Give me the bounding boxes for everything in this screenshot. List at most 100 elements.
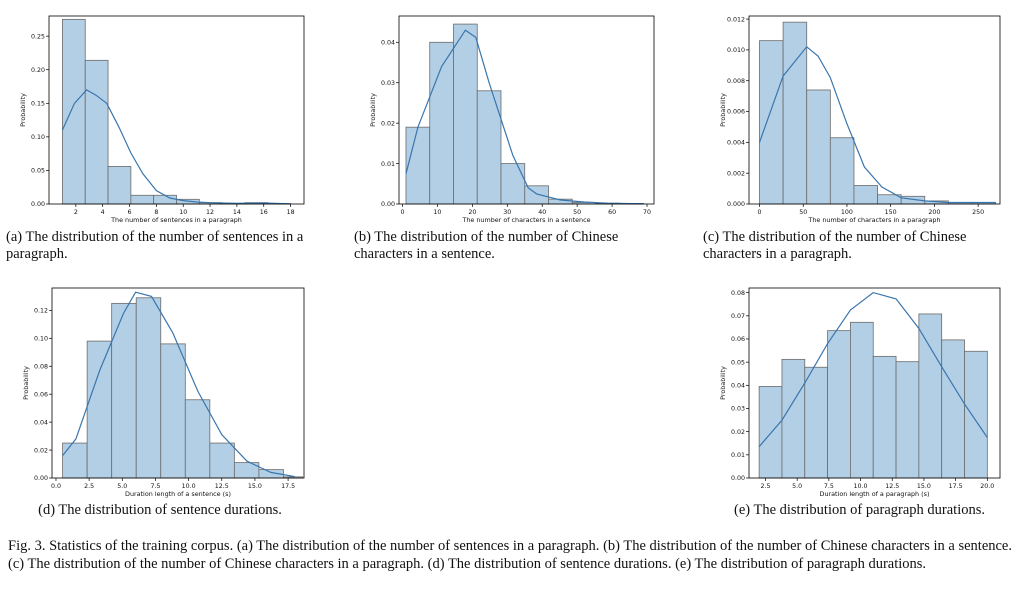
x-tick-label-a-8: 18 (287, 209, 295, 216)
plot-frame-d (51, 287, 305, 479)
x-axis-label-e: Duration length of a paragraph (s) (820, 490, 930, 498)
y-tick-label-e-7: 0.07 (731, 313, 745, 320)
histogram-bar-e-3 (827, 330, 851, 479)
histogram-bar-d-6 (209, 442, 235, 479)
x-tick-label-a-1: 4 (101, 209, 105, 216)
y-tick-label-e-3: 0.03 (731, 406, 745, 413)
x-tick-label-b-5: 50 (573, 209, 581, 216)
kde-line-e (758, 291, 988, 448)
x-tick-label-b-6: 60 (608, 209, 616, 216)
y-tick-label-c-4: 0.008 (727, 78, 745, 85)
histogram-bar-d-0 (62, 442, 88, 479)
histogram-bar-d-2 (111, 302, 137, 479)
x-tick-label-e-7: 20.0 (980, 483, 994, 490)
histogram-bar-a-0 (62, 18, 86, 205)
x-tick-label-c-5: 250 (972, 209, 984, 216)
y-tick-label-a-0: 0.00 (31, 201, 45, 208)
histogram-bar-e-2 (804, 366, 828, 479)
histogram-bar-d-3 (135, 297, 162, 479)
x-tick-label-e-1: 5.0 (792, 483, 802, 490)
kde-line-d (62, 291, 295, 478)
x-tick-label-e-3: 10.0 (854, 483, 868, 490)
x-tick-label-c-3: 150 (885, 209, 897, 216)
y-tick-label-e-8: 0.08 (731, 290, 745, 297)
y-tick-label-c-3: 0.006 (727, 109, 745, 116)
x-tick-label-e-0: 2.5 (760, 483, 770, 490)
subcaption-b: (b) The distribution of the number of Ch… (354, 229, 619, 262)
chart-b: 0 10 20 30 40 50 60 70 0.00 0.01 0.02 0.03 0.04 The n… (369, 15, 655, 224)
histogram-bar-d-1 (86, 340, 113, 479)
histogram-bar-b-0 (405, 126, 431, 205)
chart-a: 2 4 6 8 10 12 14 16 18 0.00 0.05 0.10 0.15 0.20 0.25 Th… (19, 15, 305, 224)
y-tick-label-d-2: 0.04 (34, 419, 48, 426)
histogram-bar-a-2 (107, 165, 132, 205)
y-tick-label-a-2: 0.10 (31, 134, 45, 141)
y-tick-label-d-0: 0.00 (34, 475, 48, 482)
histogram-bar-c-3 (829, 137, 855, 205)
y-tick-label-b-4: 0.04 (381, 39, 395, 46)
y-axis-label-d: Probability (22, 366, 30, 400)
x-tick-label-a-2: 6 (128, 209, 132, 216)
x-tick-label-a-7: 16 (260, 209, 268, 216)
subcaption-a: (a) The distribution of the number of se… (6, 229, 304, 262)
histogram-bar-e-9 (964, 350, 988, 479)
kde-line-a (61, 89, 291, 205)
subcaption-c: (c) The distribution of the number of Ch… (703, 229, 967, 262)
x-tick-label-b-7: 70 (643, 209, 651, 216)
x-tick-label-e-6: 17.5 (949, 483, 963, 490)
y-tick-label-e-1: 0.01 (731, 452, 745, 459)
histogram-bar-c-2 (806, 89, 831, 205)
chart-c: 0 50 100 150 200 250 0.000 0.002 0.004 0.006 0.008… (719, 15, 1001, 224)
x-tick-label-e-2: 7.5 (824, 483, 834, 490)
histogram-bar-c-1 (782, 21, 808, 205)
histogram-bar-e-8 (941, 339, 965, 479)
x-tick-label-a-5: 12 (206, 209, 214, 216)
x-axis-label-d: Duration length of a sentence (s) (125, 490, 231, 498)
y-tick-label-a-4: 0.20 (31, 67, 45, 74)
x-tick-label-d-0: 0.0 (51, 483, 61, 490)
y-tick-label-b-2: 0.02 (381, 120, 395, 127)
plot-frame-a (48, 15, 305, 205)
y-tick-label-b-1: 0.01 (381, 161, 395, 168)
plot-frame-b (398, 15, 655, 205)
histogram-bar-c-4 (853, 185, 878, 205)
y-tick-label-e-2: 0.02 (731, 429, 745, 436)
y-tick-label-d-4: 0.08 (34, 363, 48, 370)
y-tick-label-e-6: 0.06 (731, 336, 745, 343)
x-tick-label-c-2: 100 (841, 209, 853, 216)
histogram-bar-e-0 (758, 386, 783, 479)
panel-c: 0 50 100 150 200 250 0.000 0.002 0.004 0.006 0.008… (697, 0, 1022, 270)
x-tick-label-a-4: 10 (179, 209, 187, 216)
x-tick-label-c-0: 0 (757, 209, 761, 216)
x-tick-label-d-7: 17.5 (281, 483, 295, 490)
y-tick-label-e-4: 0.04 (731, 383, 745, 390)
y-axis-label-a: Probability (19, 93, 27, 127)
histogram-bar-b-2 (453, 23, 478, 205)
x-tick-label-c-4: 200 (928, 209, 940, 216)
y-tick-label-a-5: 0.25 (31, 33, 45, 40)
subcaption-e: (e) The distribution of paragraph durati… (734, 502, 985, 518)
histogram-bar-e-6 (895, 361, 920, 479)
x-axis-label-c: The number of characters in a paragraph (807, 216, 940, 224)
x-axis-label-a: The number of sentences in a paragraph (110, 216, 242, 224)
y-axis-label-e: Probability (719, 366, 727, 400)
histogram-bar-a-1 (84, 59, 109, 205)
y-tick-label-d-1: 0.02 (34, 447, 48, 454)
x-tick-label-e-4: 12.5 (885, 483, 899, 490)
y-tick-label-a-1: 0.05 (31, 168, 45, 175)
y-tick-label-e-0: 0.00 (731, 475, 745, 482)
chart-d: 0.0 2.5 5.0 7.5 10.0 12.5 15.0 17.5 0.00 0.02 0.04… (22, 287, 305, 498)
histogram-bar-e-7 (918, 313, 943, 479)
y-tick-label-d-3: 0.06 (34, 391, 48, 398)
x-tick-label-c-1: 50 (799, 209, 807, 216)
chart-e: 2.5 5.0 7.5 10.0 12.5 15.0 17.5 20.0 0.00 0.01 0.0… (719, 287, 1001, 498)
x-tick-label-b-4: 40 (538, 209, 546, 216)
x-tick-label-d-1: 2.5 (84, 483, 94, 490)
y-tick-label-c-0: 0.000 (727, 201, 745, 208)
x-tick-label-d-5: 12.5 (215, 483, 229, 490)
x-tick-label-d-2: 5.0 (117, 483, 127, 490)
y-tick-label-a-3: 0.15 (31, 100, 45, 107)
y-tick-label-c-6: 0.012 (727, 16, 745, 23)
histogram-bar-e-1 (781, 358, 806, 479)
x-tick-label-a-0: 2 (74, 209, 78, 216)
